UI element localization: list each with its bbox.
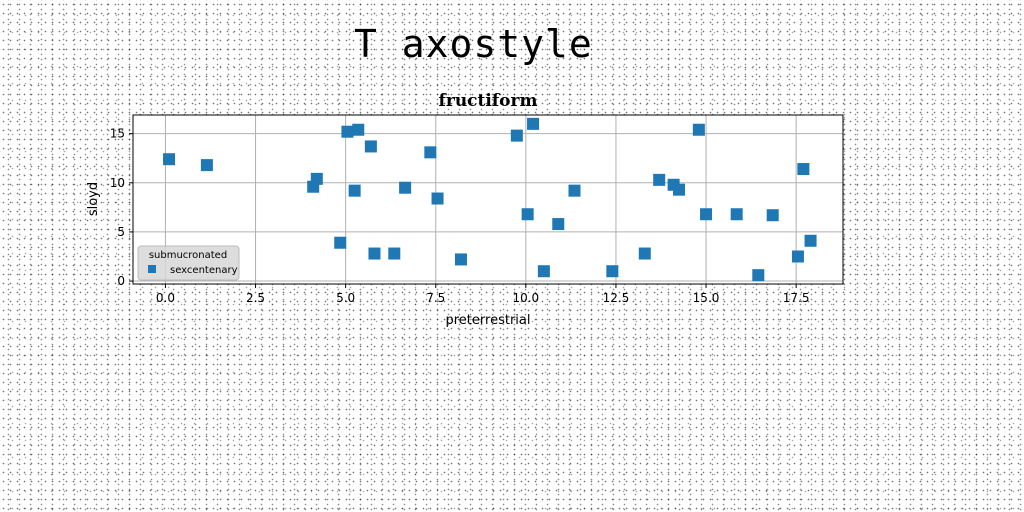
- figure-title: T axostyle: [354, 22, 593, 66]
- plot-frame: [132, 114, 844, 285]
- data-point: [163, 153, 176, 166]
- chart-title: fructiform: [439, 91, 538, 111]
- x-tick-label: 17.5: [783, 291, 810, 305]
- data-point: [568, 184, 581, 197]
- x-tick-label: 10.0: [512, 291, 539, 305]
- data-point: [537, 265, 550, 278]
- legend-title: submucronated: [149, 250, 227, 261]
- legend-series-label: sexcentenary: [170, 265, 238, 276]
- data-point: [804, 234, 817, 247]
- data-point: [752, 269, 765, 282]
- y-axis-label: sloyd: [86, 182, 101, 216]
- y-tick-label: 15: [110, 127, 125, 141]
- y-tick-label: 10: [110, 176, 125, 190]
- data-point: [388, 247, 401, 260]
- data-point: [692, 123, 705, 136]
- data-point: [454, 253, 467, 266]
- data-point: [352, 123, 365, 136]
- axis-ticks: 0.0 2.5 5.0 7.5 10.0 12.5 15.0 17.5 0 5 10 15: [110, 127, 810, 305]
- data-point: [797, 163, 810, 176]
- data-point: [348, 184, 361, 197]
- data-point: [527, 117, 540, 130]
- data-point: [364, 140, 377, 153]
- y-tick-label: 0: [117, 274, 125, 288]
- plot-area: [133, 115, 843, 284]
- data-point: [766, 209, 779, 222]
- data-point: [510, 129, 523, 142]
- legend-marker: [148, 265, 156, 273]
- x-axis-label: preterrestrial: [446, 313, 531, 328]
- data-point: [673, 183, 686, 196]
- data-point: [552, 218, 565, 231]
- x-tick-label: 7.5: [426, 291, 445, 305]
- data-point: [424, 146, 437, 159]
- data-point: [791, 250, 804, 263]
- data-point: [431, 192, 444, 205]
- legend: submucronated sexcentenary: [137, 245, 240, 281]
- data-point: [334, 236, 347, 249]
- x-tick-label: 15.0: [693, 291, 720, 305]
- x-tick-label: 12.5: [603, 291, 630, 305]
- data-point: [606, 265, 619, 278]
- data-points: [163, 117, 817, 282]
- y-tick-label: 5: [117, 225, 125, 239]
- data-point: [638, 247, 651, 260]
- x-tick-label: 5.0: [336, 291, 355, 305]
- data-point: [399, 181, 412, 194]
- data-point: [700, 208, 713, 221]
- data-point: [368, 247, 381, 260]
- data-point: [730, 208, 743, 221]
- data-point: [341, 125, 354, 138]
- data-point: [310, 172, 323, 185]
- legend-box: [137, 245, 240, 281]
- data-point: [521, 208, 534, 221]
- x-tick-label: 0.0: [156, 291, 175, 305]
- data-point: [653, 173, 666, 186]
- data-point: [200, 159, 213, 172]
- x-tick-label: 2.5: [246, 291, 265, 305]
